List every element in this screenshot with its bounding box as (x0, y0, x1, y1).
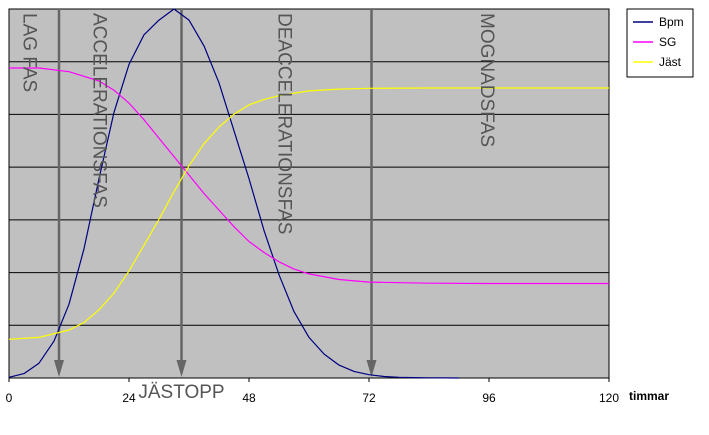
x-tick-label: 72 (362, 391, 376, 405)
x-tick-label: 24 (122, 391, 136, 405)
legend-box (626, 8, 694, 78)
legend-entry: Bpm (659, 15, 684, 29)
jastopp-annotation: JÄSTOPP (138, 382, 224, 403)
phase-marker-arrow (176, 360, 187, 377)
phase-marker-arrow (54, 360, 64, 377)
plot-area (8, 8, 610, 379)
phase-label: LAG FAS (19, 13, 40, 92)
series-line-bpm (8, 8, 460, 379)
phase-label: ACCELERATIONSFAS (89, 13, 110, 208)
phase-marker-lines (54, 9, 377, 377)
x-tick-label: 120 (599, 391, 619, 405)
series-line-jäst (8, 87, 609, 340)
series-line-sg (9, 67, 609, 285)
legend: Bpm SG Jäst (626, 8, 694, 78)
phase-marker-arrow (366, 360, 377, 377)
phase-labels: LAG FAS ACCELERATIONSFAS DEACCELERATIONSFA… (19, 13, 498, 234)
x-axis-label: timmar (629, 389, 669, 403)
legend-entry: SG (659, 35, 676, 49)
x-tick-label: 48 (242, 391, 256, 405)
legend-entry: Jäst (659, 55, 682, 69)
phase-label: DEACCELERATIONSFAS (274, 13, 295, 234)
x-tick-label: 96 (482, 391, 496, 405)
gridlines (9, 61, 609, 326)
x-axis: 0 24 48 72 96 120 (6, 378, 619, 405)
x-tick-label: 0 (6, 391, 13, 405)
series-lines (8, 8, 609, 379)
phase-label: MOGNADSFAS (476, 13, 497, 147)
